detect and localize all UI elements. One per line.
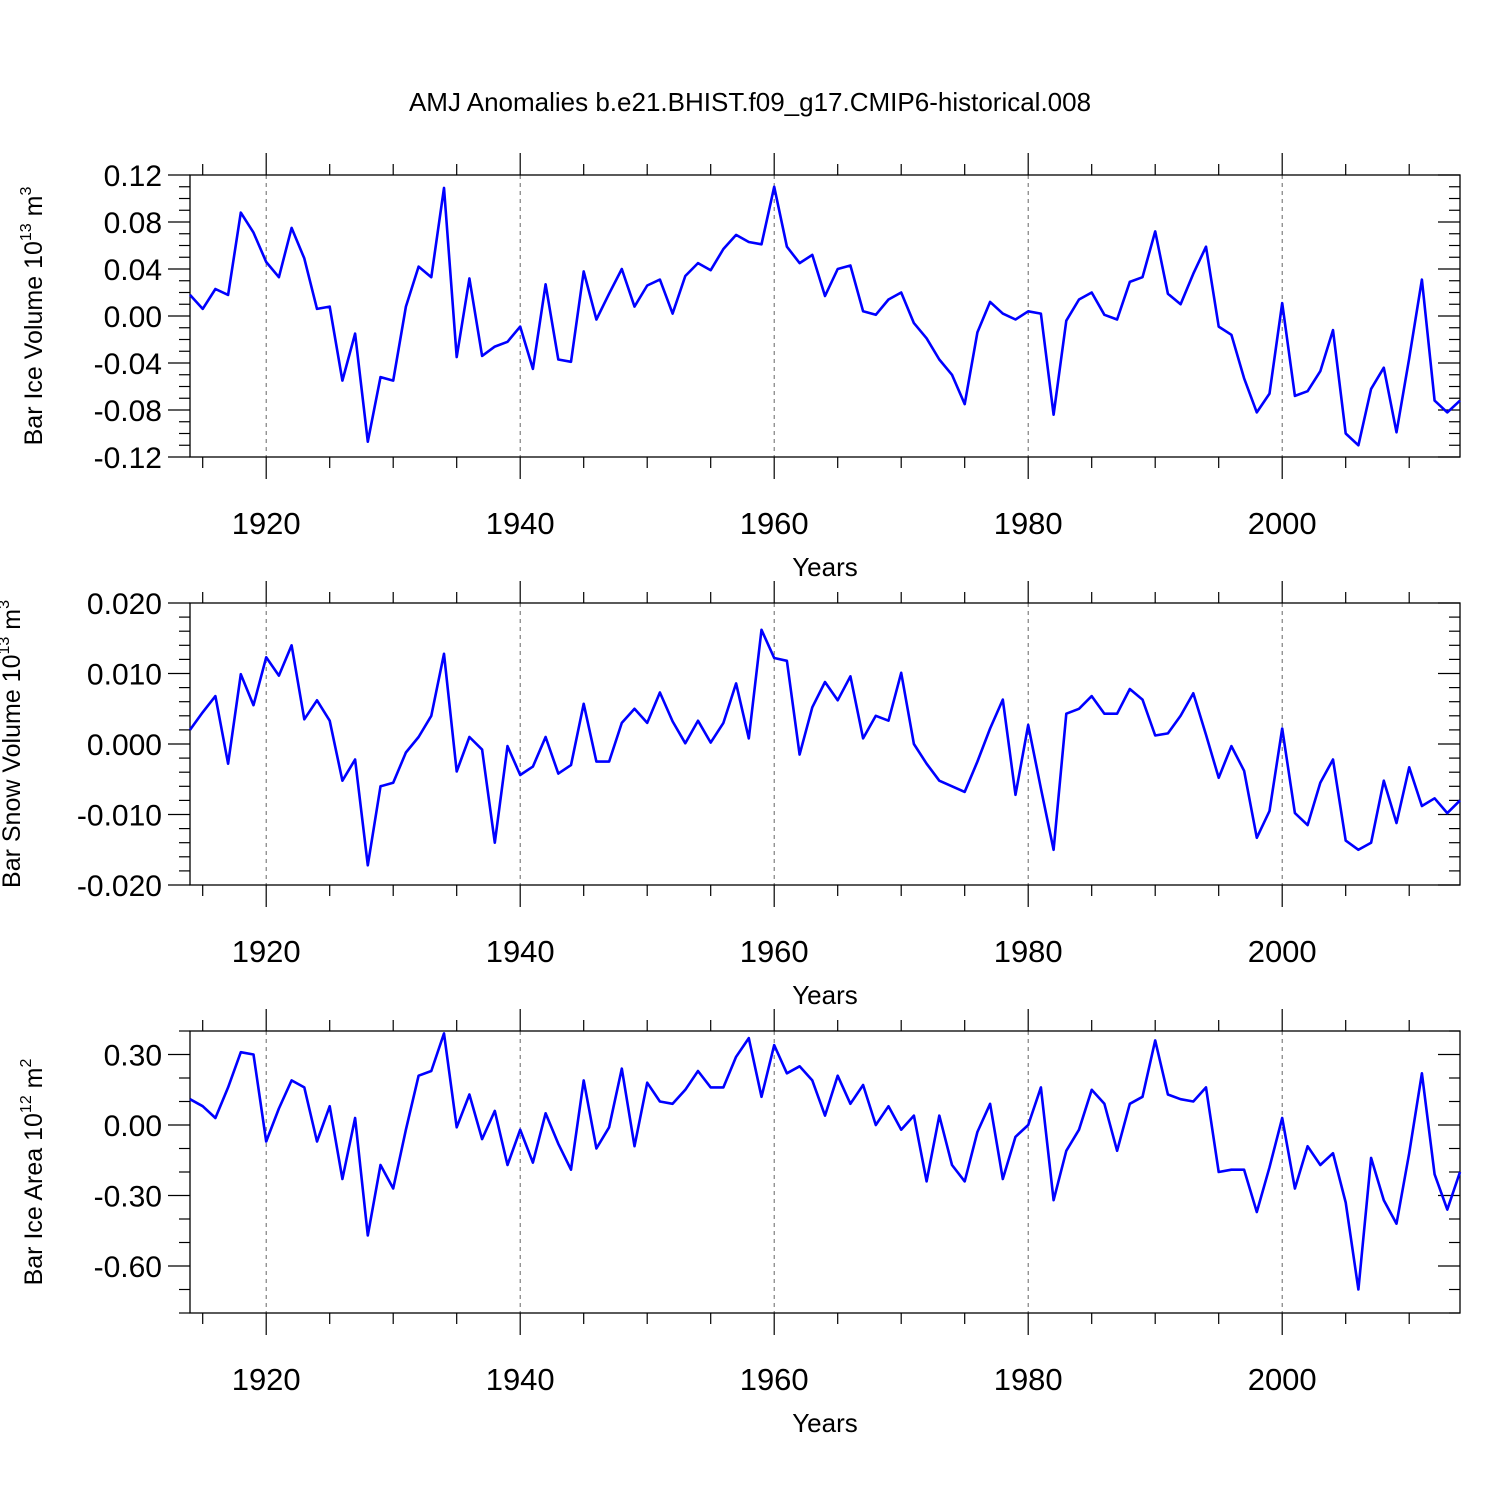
x-tick-label: 1960 bbox=[740, 934, 809, 969]
y-axis-label: Bar Ice Volume 1013 m3 bbox=[18, 187, 48, 446]
y-tick-label: -0.08 bbox=[94, 395, 162, 428]
y-axis-label-exponent: 3 bbox=[18, 187, 35, 196]
y-axis-label-exponent: 3 bbox=[0, 600, 13, 609]
panel-snow-volume: -0.020 -0.010 0.000 0.010 0.020 1920 1940 1960 1… bbox=[0, 581, 1462, 1010]
y-tick-label: 0.020 bbox=[87, 588, 162, 621]
x-axis-label: Years bbox=[792, 980, 858, 1010]
y-axis-label-exponent: 13 bbox=[0, 637, 13, 655]
y-axis-label-exponent: 13 bbox=[18, 223, 35, 241]
y-tick-label: -0.020 bbox=[77, 870, 162, 903]
x-tick-label: 1940 bbox=[486, 1362, 555, 1397]
y-tick-label: 0.30 bbox=[104, 1040, 162, 1073]
y-axis-label-text: m bbox=[20, 196, 48, 224]
plot-frame bbox=[189, 602, 1461, 886]
chart-panels: -0.12 -0.08 -0.04 0.00 0.04 0.08 0.12 1920 1940 1… bbox=[0, 153, 1462, 1438]
y-axis-label-text: Bar Ice Volume 10 bbox=[20, 241, 48, 445]
x-axis-label: Years bbox=[792, 1408, 858, 1438]
panel-ice-area: -0.60 -0.30 0.00 0.30 1920 1940 1960 1980 2000 Ye… bbox=[18, 1009, 1462, 1438]
y-tick-label: -0.30 bbox=[94, 1181, 162, 1214]
data-points-ice-volume bbox=[188, 185, 1462, 448]
x-tick-label: 1980 bbox=[994, 506, 1063, 541]
panel-ice-volume: -0.12 -0.08 -0.04 0.00 0.04 0.08 0.12 1920 1940 1… bbox=[18, 153, 1462, 582]
y-axis-label-text: m bbox=[0, 609, 26, 637]
plot-frame bbox=[189, 174, 1461, 458]
y-tick-label: 0.000 bbox=[87, 729, 162, 762]
y-tick-label: 0.08 bbox=[104, 207, 162, 240]
y-axis-label-exponent: 2 bbox=[18, 1059, 35, 1068]
x-tick-label: 1940 bbox=[486, 506, 555, 541]
x-tick-label: 1920 bbox=[232, 934, 301, 969]
x-tick-label: 1920 bbox=[232, 1362, 301, 1397]
y-tick-label: -0.010 bbox=[77, 800, 162, 833]
x-axis-label: Years bbox=[792, 552, 858, 582]
y-axis-label-text: Bar Ice Area 10 bbox=[20, 1113, 48, 1285]
data-points-snow-volume bbox=[188, 628, 1462, 867]
x-tick-label: 1940 bbox=[486, 934, 555, 969]
y-tick-label: -0.04 bbox=[94, 348, 162, 381]
series-line-ice-volume bbox=[189, 185, 1461, 447]
chart-title: AMJ Anomalies b.e21.BHIST.f09_g17.CMIP6-… bbox=[409, 87, 1091, 117]
y-tick-label: 0.12 bbox=[104, 160, 162, 193]
y-axis-label: Bar Ice Area 1012 m2 bbox=[18, 1059, 48, 1286]
x-tick-label: 2000 bbox=[1248, 1362, 1317, 1397]
y-tick-label: -0.12 bbox=[94, 442, 162, 475]
y-tick-label: 0.00 bbox=[104, 1110, 162, 1143]
y-tick-label: -0.60 bbox=[94, 1251, 162, 1284]
x-tick-label: 1980 bbox=[994, 934, 1063, 969]
y-axis-label-text: Bar Snow Volume 10 bbox=[0, 655, 26, 888]
y-tick-label: 0.00 bbox=[104, 301, 162, 334]
x-tick-label: 1960 bbox=[740, 506, 809, 541]
x-tick-label: 1980 bbox=[994, 1362, 1063, 1397]
x-tick-label: 1920 bbox=[232, 506, 301, 541]
x-tick-label: 2000 bbox=[1248, 506, 1317, 541]
y-axis-label: Bar Snow Volume 1013 m3 bbox=[0, 600, 26, 888]
series-line-ice-area bbox=[189, 1032, 1462, 1291]
x-tick-label: 1960 bbox=[740, 1362, 809, 1397]
y-axis-label-exponent: 12 bbox=[18, 1095, 35, 1113]
series-line-snow-volume bbox=[188, 628, 1461, 867]
y-tick-label: 0.010 bbox=[87, 659, 162, 692]
y-tick-label: 0.04 bbox=[104, 254, 162, 287]
y-axis-label-text: m bbox=[20, 1068, 48, 1096]
x-tick-label: 2000 bbox=[1248, 934, 1317, 969]
